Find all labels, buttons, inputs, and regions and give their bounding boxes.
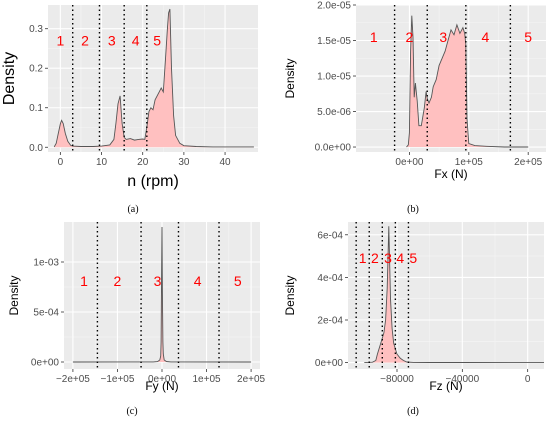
y-axis-title: Density <box>7 275 21 315</box>
x-tick-label: 30 <box>178 157 190 168</box>
region-label: 1 <box>56 33 64 49</box>
panel-caption: (d) <box>407 406 419 417</box>
y-tick-label: 0.2 <box>29 64 43 75</box>
region-label: 3 <box>108 33 116 49</box>
region-label: 3 <box>384 250 392 266</box>
x-tick-label: 40 <box>219 157 231 168</box>
density-area <box>54 9 254 148</box>
x-tick-label: −1e+05 <box>100 374 134 385</box>
x-tick-label: 0 <box>58 157 64 168</box>
region-label: 2 <box>371 250 379 266</box>
y-tick-label: 6e-04 <box>317 230 343 241</box>
chart-panel: −80000 −40000 0 0e+00 2e-04 4e-04 6e-04 1 2 3 4 5 Fz… <box>283 222 544 417</box>
y-tick-label: 2.0e-05 <box>317 1 351 12</box>
y-tick-label: 5.0e-06 <box>317 107 351 118</box>
region-label: 4 <box>132 33 140 49</box>
y-axis-title: Density <box>283 275 297 315</box>
x-tick-label: 2e+05 <box>237 374 266 385</box>
y-tick-label: 0e+00 <box>315 358 344 369</box>
region-label: 1 <box>80 273 88 289</box>
region-label: 5 <box>524 29 532 45</box>
region-label: 5 <box>409 250 417 266</box>
x-tick-label: 0 <box>525 374 531 385</box>
region-label: 5 <box>153 33 161 49</box>
region-label: 2 <box>81 33 89 49</box>
plot-background <box>348 222 544 369</box>
x-axis-title: Fx (N) <box>434 167 467 181</box>
x-tick-label: 20 <box>137 157 149 168</box>
x-tick-label: −40000 <box>446 374 480 385</box>
region-label: 1 <box>370 29 378 45</box>
chart-panel: 0 10 20 30 40 0.0 0.1 0.2 0.3 1 2 3 4 5 n (rpm) Density… <box>1 5 258 215</box>
panel-caption: (c) <box>126 406 137 417</box>
panel-caption: (b) <box>407 204 419 215</box>
x-tick-label: −80000 <box>380 374 414 385</box>
chart-panel: 0e+00 1e+05 2e+05 0.0e+00 5.0e-06 1.0e-05 1.5e… <box>283 1 546 215</box>
y-tick-label: 1.0e-05 <box>317 72 351 83</box>
x-axis-title: n (rpm) <box>127 173 179 190</box>
y-tick-label: 0.3 <box>29 24 43 35</box>
x-tick-label: 0e+00 <box>395 157 424 168</box>
x-tick-label: 0e+00 <box>148 374 177 385</box>
y-tick-label: 0.0 <box>29 143 43 154</box>
y-tick-label: 1e-03 <box>33 258 59 269</box>
y-tick-label: 5e-04 <box>33 308 59 319</box>
region-label: 4 <box>194 273 202 289</box>
y-tick-label: 0.1 <box>29 103 43 114</box>
x-tick-label: 1e+05 <box>455 157 484 168</box>
x-axis-title: Fz (N) <box>429 379 462 393</box>
y-tick-label: 2e-04 <box>317 316 343 327</box>
region-label: 2 <box>114 273 122 289</box>
y-tick-label: 0.0e+00 <box>315 143 352 154</box>
density-line <box>72 226 252 363</box>
x-tick-label: 10 <box>96 157 108 168</box>
x-tick-label: 2e+05 <box>514 157 543 168</box>
y-axis-title: Density <box>1 52 18 105</box>
region-label: 4 <box>482 29 490 45</box>
region-label: 5 <box>234 273 242 289</box>
y-tick-label: 4e-04 <box>317 273 343 284</box>
region-label: 4 <box>396 250 404 266</box>
x-tick-label: −2e+05 <box>56 374 90 385</box>
region-label: 3 <box>154 273 162 289</box>
density-line <box>364 226 544 364</box>
region-label: 3 <box>439 29 447 45</box>
region-label: 1 <box>359 250 367 266</box>
density-line <box>53 8 254 148</box>
y-tick-label: 1.5e-05 <box>317 36 351 47</box>
x-tick-label: 1e+05 <box>192 374 221 385</box>
region-label: 2 <box>406 29 414 45</box>
density-area <box>406 15 529 148</box>
x-axis-title: Fy (N) <box>145 379 178 393</box>
chart-panel: −2e+05 −1e+05 0e+00 1e+05 2e+05 0e+00 5e-04 1e-… <box>7 222 266 417</box>
y-axis-title: Density <box>283 58 297 98</box>
panel-caption: (a) <box>127 204 138 215</box>
y-tick-label: 0e+00 <box>31 358 60 369</box>
